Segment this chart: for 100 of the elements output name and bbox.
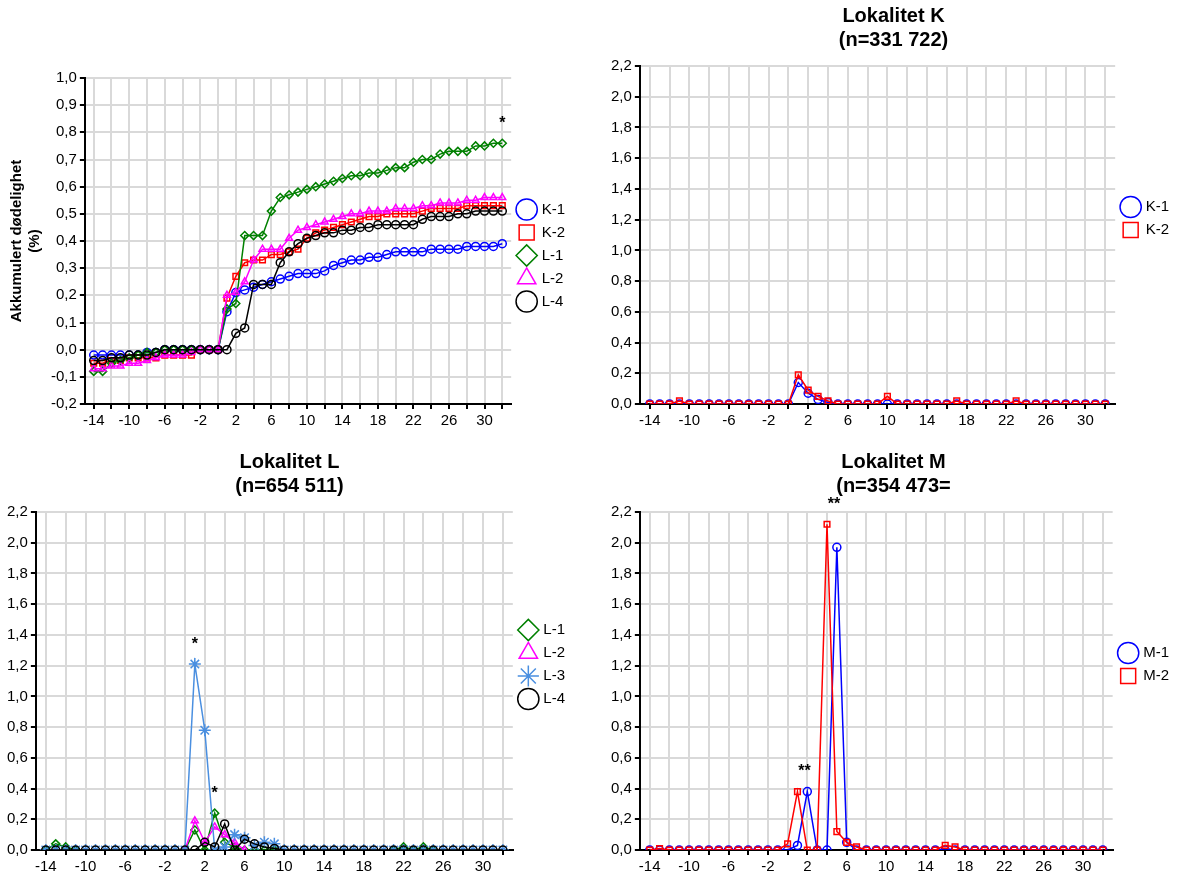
chart-title: Lokalitet L (n=654 511) <box>235 449 344 496</box>
y-tick-label: 0,6 <box>6 747 28 765</box>
y-tick-label: 0,7 <box>55 149 77 167</box>
y-tick-label: 1,6 <box>610 594 632 612</box>
y-tick-label: 0,4 <box>610 778 632 796</box>
x-tick-label: 6 <box>240 857 249 875</box>
y-tick-label: 0,4 <box>6 778 28 796</box>
x-tick-label: -10 <box>118 411 141 429</box>
x-tick-label: 10 <box>877 857 895 875</box>
legend-label: M-1 <box>1143 643 1170 661</box>
legend-label: K-2 <box>1145 220 1169 238</box>
legend-label: L-2 <box>543 643 566 661</box>
chart-title: Lokalitet K (n=331 722) <box>838 3 949 50</box>
annotation: * <box>499 113 507 131</box>
x-tick-label: 14 <box>334 411 351 429</box>
x-tick-label: -14 <box>34 857 57 875</box>
legend-label: L-4 <box>543 689 566 707</box>
x-tick-label: 22 <box>997 411 1015 429</box>
y-tick-label: 0,2 <box>610 363 632 381</box>
x-tick-label: 14 <box>918 411 936 429</box>
y-tick-label: 2,2 <box>6 502 28 520</box>
x-tick-label: 14 <box>315 857 333 875</box>
y-tick-label: 1,2 <box>6 655 28 673</box>
y-tick-label: 0,6 <box>610 747 632 765</box>
x-tick-label: 2 <box>804 411 813 429</box>
y-tick-label: 0,0 <box>55 339 77 357</box>
annotation: * <box>191 634 199 652</box>
x-tick-label: -6 <box>118 857 132 875</box>
y-tick-label: -0,2 <box>50 394 77 412</box>
legend-label: L-4 <box>541 291 564 309</box>
y-tick-label: 0,4 <box>55 231 77 249</box>
legend-label: L-2 <box>541 268 564 286</box>
legend-label: L-1 <box>541 245 564 263</box>
y-tick-label: 2,0 <box>610 532 632 550</box>
x-tick-label: -2 <box>158 857 172 875</box>
x-tick-label: -2 <box>761 411 776 429</box>
x-tick-label: 10 <box>298 411 316 429</box>
x-tick-label: 18 <box>956 857 974 875</box>
y-tick-label: 0,0 <box>610 840 632 858</box>
x-tick-label: 30 <box>474 857 492 875</box>
x-tick-label: 30 <box>1074 857 1092 875</box>
y-tick-label: 0,2 <box>610 809 632 827</box>
annotation: ** <box>798 762 812 780</box>
legend-label: L-1 <box>543 620 566 638</box>
y-tick-label: 0,8 <box>6 717 28 735</box>
x-tick-label: 2 <box>200 857 209 875</box>
x-tick-label: -10 <box>74 857 97 875</box>
x-tick-label: 26 <box>1035 857 1053 875</box>
x-tick-label: 6 <box>842 857 851 875</box>
y-tick-label: 2,0 <box>610 86 632 104</box>
x-tick-label: 6 <box>843 411 852 429</box>
chart-title: Lokalitet M (n=354 473= <box>836 449 951 496</box>
x-tick-label: 14 <box>917 857 934 875</box>
y-tick-label: 0,5 <box>55 203 77 221</box>
y-tick-label: 0,0 <box>6 840 28 858</box>
y-tick-label: 1,0 <box>610 240 632 258</box>
y-axis-title: Akkumulert dødelighet (%) <box>7 159 43 323</box>
y-tick-label: 0,4 <box>610 332 632 350</box>
y-tick-label: 0,8 <box>55 122 77 140</box>
x-tick-label: 22 <box>995 857 1013 875</box>
y-tick-label: 1,4 <box>610 625 632 643</box>
y-tick-label: 0,2 <box>55 285 77 303</box>
y-tick-label: 1,4 <box>610 179 632 197</box>
y-tick-label: 1,0 <box>6 686 28 704</box>
x-tick-label: 30 <box>476 411 493 429</box>
y-tick-label: -0,1 <box>50 366 77 384</box>
y-tick-label: 0,0 <box>610 394 632 412</box>
y-tick-label: 1,8 <box>6 563 28 581</box>
x-tick-label: 2 <box>231 411 240 429</box>
x-tick-label: 2 <box>803 857 812 875</box>
x-tick-label: 26 <box>1037 411 1055 429</box>
x-tick-label: -2 <box>193 411 207 429</box>
y-tick-label: 1,8 <box>610 117 632 135</box>
y-tick-label: 1,4 <box>6 625 28 643</box>
legend-label: K-1 <box>1145 197 1169 215</box>
x-tick-label: -14 <box>82 411 105 429</box>
x-tick-label: 18 <box>369 411 387 429</box>
y-tick-label: 0,3 <box>55 258 77 276</box>
x-tick-label: 26 <box>440 411 458 429</box>
legend-label: L-3 <box>543 666 566 684</box>
y-tick-label: 0,6 <box>610 301 632 319</box>
y-tick-label: 0,8 <box>610 717 632 735</box>
x-tick-label: 26 <box>434 857 452 875</box>
x-tick-label: 6 <box>267 411 276 429</box>
x-tick-label: -2 <box>761 857 775 875</box>
y-tick-label: 1,6 <box>610 148 632 166</box>
x-tick-label: -14 <box>638 411 661 429</box>
y-tick-label: 0,9 <box>55 95 77 113</box>
y-tick-label: 2,0 <box>6 532 28 550</box>
x-tick-label: 30 <box>1077 411 1094 429</box>
x-tick-label: -10 <box>678 411 701 429</box>
x-tick-label: 10 <box>275 857 293 875</box>
y-tick-label: 1,6 <box>6 594 28 612</box>
y-tick-label: 1,8 <box>610 563 632 581</box>
y-tick-label: 2,2 <box>610 502 632 520</box>
y-tick-label: 1,0 <box>55 68 77 86</box>
y-tick-label: 0,1 <box>55 312 77 330</box>
y-tick-label: 1,0 <box>610 686 632 704</box>
annotation: * <box>211 783 219 801</box>
x-tick-label: 22 <box>405 411 422 429</box>
